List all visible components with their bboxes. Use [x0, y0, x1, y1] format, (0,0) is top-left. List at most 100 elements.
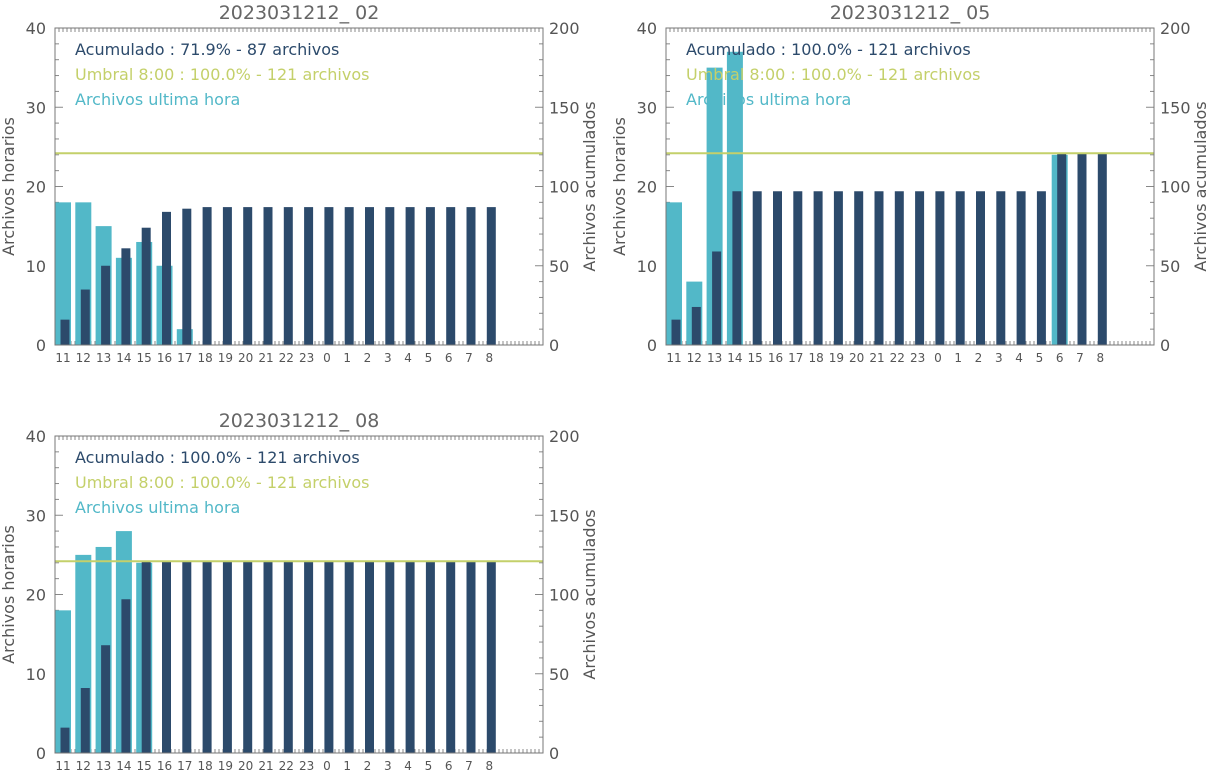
x-tick-label: 19: [829, 351, 844, 365]
x-tick-label: 13: [96, 351, 111, 365]
y2-tick-label: 200: [549, 19, 580, 38]
cumulative-bar-23: [304, 561, 314, 753]
x-tick-label: 13: [707, 351, 722, 365]
cumulative-bar-13: [101, 265, 111, 345]
x-tick-label: 12: [76, 759, 91, 771]
plot-frame: [665, 27, 1155, 346]
x-tick-label: 13: [96, 759, 111, 771]
legend-entry-1: Acumulado : 100.0% - 121 archivos: [75, 448, 360, 467]
cumulative-bar-18: [202, 561, 212, 753]
x-tick-label: 8: [1096, 351, 1104, 365]
legend-entry-3: Archivos ultima hora: [686, 90, 851, 109]
x-tick-label: 21: [869, 351, 884, 365]
cumulative-bar-21: [263, 561, 273, 753]
cumulative-bar-5: [425, 561, 435, 753]
cumulative-bar-11: [60, 727, 70, 753]
x-tick-label: 2: [364, 759, 372, 771]
x-tick-label: 12: [76, 351, 91, 365]
y2-tick-label: 150: [549, 98, 580, 117]
x-tick-label: 2: [364, 351, 372, 365]
y-tick-label: 30: [637, 98, 657, 117]
x-tick-label: 14: [116, 351, 131, 365]
y-tick-label: 40: [26, 427, 46, 446]
x-tick-label: 14: [727, 351, 742, 365]
x-tick-label: 20: [238, 351, 253, 365]
cumulative-bar-2: [365, 207, 374, 345]
chart-title: 2023031212_ 02: [219, 2, 380, 24]
x-tick-label: 17: [177, 759, 192, 771]
cumulative-bar-16: [773, 191, 782, 345]
cumulative-bar-3: [996, 191, 1006, 345]
cumulative-bar-20: [243, 207, 253, 345]
cumulative-bar-1: [344, 207, 354, 345]
cumulative-bar-22: [283, 207, 293, 345]
cumulative-bar-14: [732, 191, 742, 345]
y2-tick-label: 100: [549, 586, 580, 605]
cumulative-bar-22: [894, 191, 904, 345]
y2-tick-label: 100: [549, 178, 580, 197]
chart-title: 2023031212_ 05: [830, 2, 991, 24]
cumulative-bar-23: [304, 207, 314, 345]
x-tick-label: 16: [157, 759, 172, 771]
y-tick-label: 10: [26, 257, 46, 276]
y2-axis-label: Archivos acumulados: [580, 101, 599, 271]
x-tick-label: 18: [197, 759, 212, 771]
legend-entry-2: Umbral 8:00 : 100.0% - 121 archivos: [686, 65, 980, 84]
cumulative-bar-7: [466, 207, 476, 345]
x-tick-label: 4: [404, 351, 412, 365]
y-tick-label: 0: [36, 744, 46, 763]
x-tick-label: 3: [995, 351, 1003, 365]
cumulative-bar-8: [486, 561, 496, 753]
plot-frame: [54, 435, 544, 754]
legend-entry-3: Archivos ultima hora: [75, 498, 240, 517]
plot-frame: [54, 27, 544, 346]
x-tick-label: 19: [218, 759, 233, 771]
x-tick-label: 19: [218, 351, 233, 365]
x-tick-label: 15: [137, 759, 152, 771]
y2-tick-label: 0: [549, 336, 559, 355]
cumulative-bar-6: [446, 207, 456, 345]
y2-tick-label: 150: [549, 506, 580, 525]
cumulative-bar-6: [1057, 153, 1067, 345]
cumulative-bar-19: [222, 207, 232, 345]
y-tick-label: 20: [637, 178, 657, 197]
cumulative-bar-20: [854, 191, 864, 345]
y-tick-label: 40: [637, 19, 657, 38]
x-tick-label: 0: [323, 351, 331, 365]
x-tick-label: 6: [1056, 351, 1064, 365]
y-tick-label: 10: [26, 665, 46, 684]
legend-entry-1: Acumulado : 100.0% - 121 archivos: [686, 40, 971, 59]
cumulative-bar-15: [141, 227, 151, 345]
cumulative-bar-21: [874, 191, 884, 345]
x-tick-label: 22: [890, 351, 905, 365]
x-tick-label: 22: [279, 759, 294, 771]
hourly-bar-11: [666, 202, 682, 345]
x-tick-label: 21: [258, 759, 273, 771]
x-tick-label: 12: [687, 351, 702, 365]
y2-tick-label: 50: [1160, 257, 1180, 276]
y2-axis-label: Archivos acumulados: [1191, 101, 1206, 271]
x-tick-label: 4: [404, 759, 412, 771]
x-tick-label: 0: [934, 351, 942, 365]
x-tick-label: 18: [808, 351, 823, 365]
x-tick-label: 3: [384, 351, 392, 365]
x-tick-label: 7: [465, 351, 473, 365]
x-tick-label: 11: [666, 351, 681, 365]
bars: [55, 531, 496, 753]
x-tick-label: 1: [343, 351, 351, 365]
cumulative-bar-2: [976, 191, 985, 345]
x-tick-label: 7: [465, 759, 473, 771]
x-tick-label: 11: [55, 351, 70, 365]
x-tick-label: 16: [157, 351, 172, 365]
x-tick-label: 20: [238, 759, 253, 771]
x-tick-label: 5: [425, 759, 433, 771]
y-tick-label: 20: [26, 178, 46, 197]
cumulative-bar-14: [121, 248, 131, 345]
x-tick-label: 21: [258, 351, 273, 365]
cumulative-bar-7: [466, 561, 476, 753]
y-tick-label: 30: [26, 506, 46, 525]
x-tick-label: 22: [279, 351, 294, 365]
